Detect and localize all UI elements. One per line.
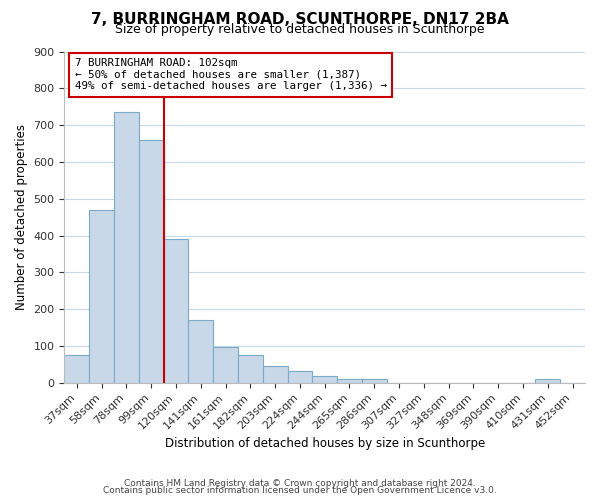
Bar — [64, 355, 89, 382]
Bar — [313, 376, 337, 382]
X-axis label: Distribution of detached houses by size in Scunthorpe: Distribution of detached houses by size … — [164, 437, 485, 450]
Text: Contains HM Land Registry data © Crown copyright and database right 2024.: Contains HM Land Registry data © Crown c… — [124, 478, 476, 488]
Text: 7, BURRINGHAM ROAD, SCUNTHORPE, DN17 2BA: 7, BURRINGHAM ROAD, SCUNTHORPE, DN17 2BA — [91, 12, 509, 28]
Bar — [287, 370, 313, 382]
Text: Contains public sector information licensed under the Open Government Licence v3: Contains public sector information licen… — [103, 486, 497, 495]
Bar — [114, 112, 139, 382]
Bar — [164, 239, 188, 382]
Bar — [535, 379, 560, 382]
Bar — [213, 347, 238, 382]
Bar — [89, 210, 114, 382]
Bar — [263, 366, 287, 382]
Text: 7 BURRINGHAM ROAD: 102sqm
← 50% of detached houses are smaller (1,387)
49% of se: 7 BURRINGHAM ROAD: 102sqm ← 50% of detac… — [75, 58, 387, 92]
Bar — [337, 379, 362, 382]
Bar — [362, 379, 386, 382]
Bar — [139, 140, 164, 382]
Text: Size of property relative to detached houses in Scunthorpe: Size of property relative to detached ho… — [115, 22, 485, 36]
Bar — [188, 320, 213, 382]
Y-axis label: Number of detached properties: Number of detached properties — [15, 124, 28, 310]
Bar — [238, 355, 263, 382]
